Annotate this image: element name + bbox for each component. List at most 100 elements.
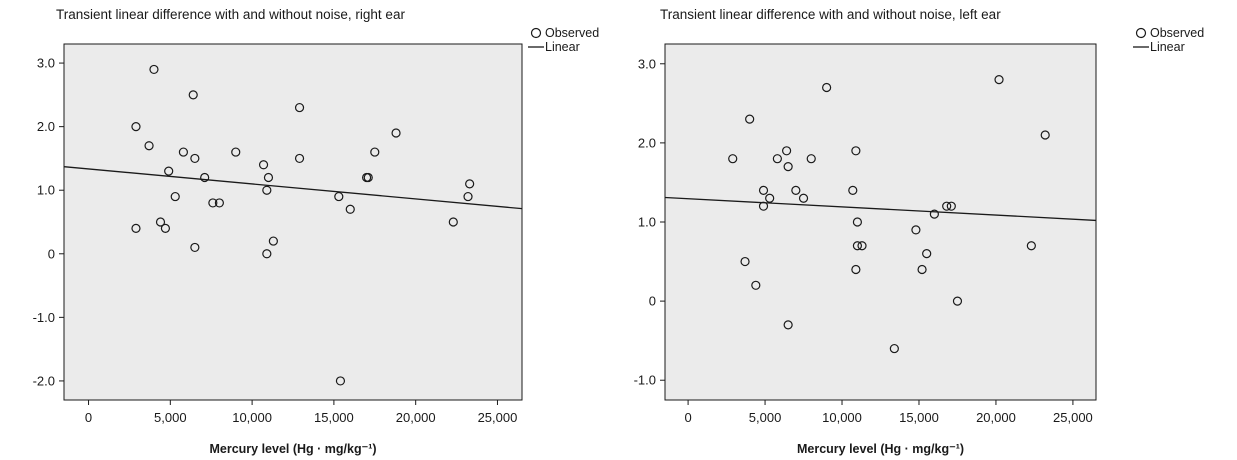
data-point: [214, 198, 224, 208]
data-point: [190, 242, 200, 253]
x-tick-label: 25,000: [478, 410, 518, 425]
chart-svg: 3.0 2.0 1.0 0 -1.0 0 5,000 10,000 15,000 20,000 25…: [634, 26, 1205, 456]
data-point: [783, 320, 793, 330]
data-point: [465, 179, 475, 189]
data-point: [131, 223, 141, 233]
data-point: [170, 191, 180, 202]
y-tick-label: 2.0: [37, 119, 55, 134]
data-point: [994, 74, 1004, 85]
data-point: [917, 264, 927, 275]
linear-fit-line: [63, 166, 523, 210]
x-tick-label: 0: [85, 410, 92, 425]
data-point: [765, 193, 775, 203]
data-point: [851, 264, 861, 275]
data-point: [751, 280, 761, 290]
data-point: [294, 102, 305, 113]
x-tick-label: 10,000: [822, 410, 862, 425]
data-point: [728, 154, 738, 164]
data-point: [1040, 130, 1050, 140]
data-point: [144, 141, 154, 151]
data-point: [345, 204, 355, 214]
data-point: [190, 153, 200, 164]
y-tick-label: 2.0: [638, 135, 656, 150]
data-point: [942, 201, 952, 211]
data-point: [370, 147, 380, 157]
x-tick-label: 10,000: [232, 410, 272, 425]
data-point: [782, 146, 792, 156]
data-point: [740, 256, 750, 267]
data-point: [783, 162, 793, 172]
legend-label-linear: Linear: [1150, 40, 1185, 54]
y-tick-label: 1.0: [638, 215, 656, 230]
data-point: [363, 172, 373, 183]
x-tick-label: 15,000: [314, 410, 354, 425]
y-tick-label: 3.0: [37, 56, 55, 71]
data-point: [391, 128, 401, 138]
data-point: [911, 225, 921, 235]
y-tick-label: 0: [48, 246, 55, 261]
data-point: [851, 146, 861, 156]
data-point: [922, 249, 932, 259]
x-tick-label: 5,000: [749, 410, 782, 425]
data-point: [155, 217, 166, 227]
data-point: [263, 172, 274, 183]
x-tick-label: 25,000: [1053, 410, 1093, 425]
data-point: [160, 223, 171, 233]
chart-panel-right-ear: Transient linear difference with and wit…: [33, 7, 600, 456]
x-tick-label: 20,000: [396, 410, 436, 425]
data-point: [929, 209, 939, 219]
data-point: [231, 147, 241, 157]
data-point: [131, 122, 141, 132]
data-point: [208, 198, 218, 208]
data-point: [889, 343, 899, 354]
data-point: [758, 185, 769, 195]
data-point: [448, 217, 458, 227]
data-point: [335, 376, 346, 386]
chart-svg: 3.0 2.0 1.0 0 -1.0 -2.0 0 5,000 10,000 15,000 20,0…: [33, 26, 600, 456]
y-tick-label: -1.0: [33, 310, 55, 325]
y-tick-label: 0: [649, 294, 656, 309]
legend-marker-observed: [530, 27, 542, 39]
legend-label-linear: Linear: [545, 40, 580, 54]
data-point: [952, 296, 963, 306]
data-point: [806, 154, 816, 164]
linear-fit-line: [664, 196, 1097, 222]
data-point: [758, 201, 769, 211]
x-tick-label: 15,000: [899, 410, 939, 425]
data-point: [798, 193, 809, 203]
data-point: [334, 191, 344, 202]
data-point: [791, 185, 801, 195]
data-point: [262, 249, 272, 259]
legend-marker-observed: [1135, 27, 1147, 39]
chart-title: Transient linear difference with and wit…: [56, 7, 405, 22]
data-point: [164, 166, 174, 176]
data-point: [946, 201, 956, 211]
data-point: [200, 172, 210, 183]
data-point: [772, 154, 782, 164]
data-point: [178, 147, 189, 157]
y-tick-label: 3.0: [638, 56, 656, 71]
data-point: [188, 90, 198, 100]
data-point: [745, 114, 755, 124]
data-point: [852, 241, 863, 251]
y-tick-label: 1.0: [37, 183, 55, 198]
data-point: [294, 153, 305, 164]
x-tick-label: 20,000: [976, 410, 1016, 425]
plot-area: [63, 43, 523, 401]
y-tick-label: -2.0: [33, 373, 55, 388]
legend-label-observed: Observed: [545, 26, 599, 40]
chart-title: Transient linear difference with and wit…: [660, 7, 1001, 22]
y-tick-label: -1.0: [634, 373, 656, 388]
data-point: [268, 236, 278, 246]
x-tick-label: 0: [684, 410, 691, 425]
chart-panel-left-ear: Transient linear difference with and wit…: [610, 0, 1237, 460]
x-axis-label: Mercury level (Hg · mg/kg⁻¹): [797, 442, 964, 456]
data-point: [857, 241, 867, 251]
plot-area: [664, 43, 1097, 401]
data-point: [822, 82, 832, 93]
data-point: [262, 185, 272, 195]
data-point: [149, 64, 159, 75]
legend-label-observed: Observed: [1150, 26, 1204, 40]
x-axis-label: Mercury level (Hg · mg/kg⁻¹): [209, 442, 376, 456]
data-point: [463, 191, 473, 202]
